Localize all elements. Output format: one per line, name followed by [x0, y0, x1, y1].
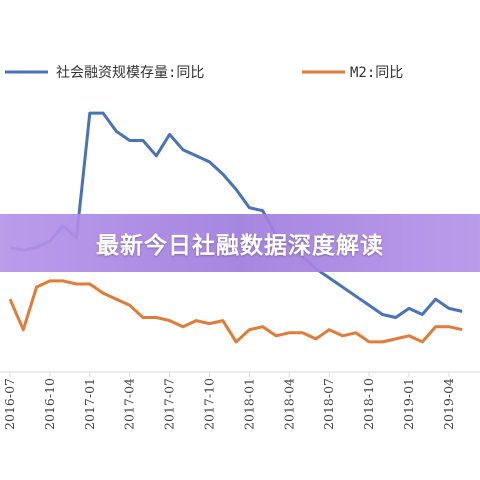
x-tick-label: 2019-04: [441, 378, 456, 430]
x-tick-label: 2017-04: [122, 378, 137, 430]
title-banner: 最新今日社融数据深度解读: [0, 214, 480, 272]
x-tick-label: 2017-01: [82, 378, 97, 430]
x-tick-label: 2017-10: [202, 378, 217, 430]
chart-legend: 社会融资规模存量:同比 M2:同比: [5, 65, 403, 81]
legend-label-series-2: M2:同比: [350, 65, 403, 81]
x-tick-label: 2019-01: [401, 378, 416, 430]
x-axis-ticks: 2016-07 2016-10 2017-01 2017-04 2017-07 2017-…: [2, 372, 456, 430]
x-tick-label: 2018-07: [321, 378, 336, 430]
x-tick-label: 2017-07: [162, 378, 177, 430]
x-tick-label: 2018-10: [361, 378, 376, 430]
banner-title: 最新今日社融数据深度解读: [96, 233, 384, 259]
x-tick-label: 2018-04: [281, 378, 296, 430]
legend-label-series-1: 社会融资规模存量:同比: [56, 65, 204, 81]
x-tick-label: 2018-01: [241, 378, 256, 430]
x-tick-label: 2016-07: [2, 378, 17, 430]
series-layer: [8, 111, 463, 344]
series-line-1: [9, 111, 463, 319]
series-line-2: [8, 279, 463, 344]
x-tick-label: 2016-10: [42, 378, 57, 430]
